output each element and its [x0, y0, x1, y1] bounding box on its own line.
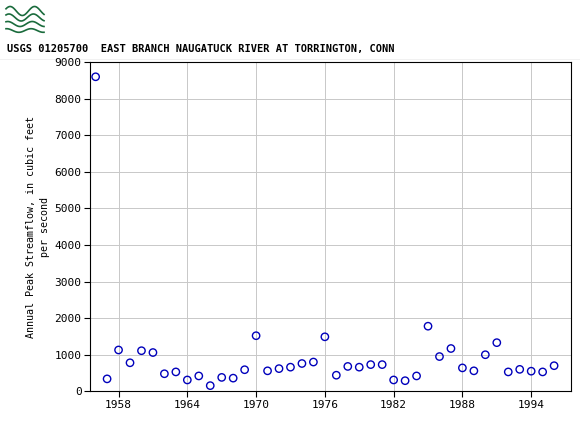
Point [412, 372, 421, 379]
Point [423, 323, 433, 330]
Point [332, 372, 341, 379]
Point [252, 332, 261, 339]
Point [160, 370, 169, 377]
Point [309, 359, 318, 366]
Point [320, 333, 329, 340]
Point [435, 353, 444, 360]
Point [217, 374, 226, 381]
Y-axis label: Annual Peak Streamflow, in cubic feet
per second: Annual Peak Streamflow, in cubic feet pe… [26, 116, 50, 338]
Point [343, 363, 353, 370]
FancyBboxPatch shape [4, 3, 48, 35]
Point [205, 382, 215, 389]
Text: USGS 01205700  EAST BRANCH NAUGATUCK RIVER AT TORRINGTON, CONN: USGS 01205700 EAST BRANCH NAUGATUCK RIVE… [7, 44, 394, 55]
Point [378, 361, 387, 368]
Point [229, 375, 238, 381]
Point [538, 369, 548, 375]
Point [503, 369, 513, 375]
Point [298, 360, 307, 367]
Point [274, 365, 284, 372]
Point [240, 366, 249, 373]
Point [446, 345, 455, 352]
Point [458, 365, 467, 372]
Point [527, 368, 536, 375]
Point [125, 359, 135, 366]
Point [183, 377, 192, 384]
Point [366, 361, 375, 368]
Point [148, 349, 158, 356]
Point [194, 372, 204, 379]
Point [481, 351, 490, 358]
Point [137, 347, 146, 354]
Point [389, 377, 398, 384]
Point [114, 347, 123, 353]
Point [549, 362, 559, 369]
Point [263, 367, 272, 374]
Point [103, 375, 112, 382]
Point [400, 377, 409, 384]
Point [354, 364, 364, 371]
Text: USGS: USGS [52, 9, 116, 29]
Point [492, 339, 502, 346]
Point [91, 74, 100, 80]
Point [469, 367, 478, 374]
Point [286, 364, 295, 371]
Point [171, 369, 180, 375]
Point [515, 366, 524, 373]
